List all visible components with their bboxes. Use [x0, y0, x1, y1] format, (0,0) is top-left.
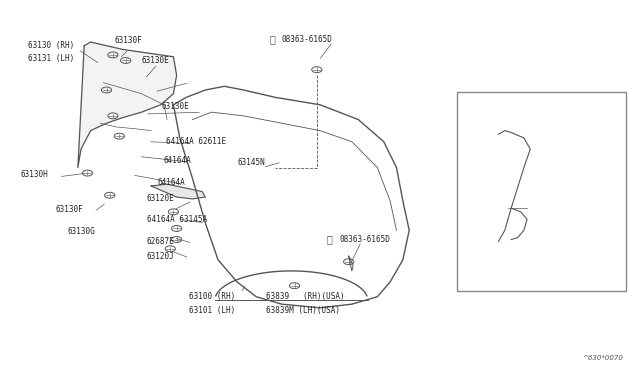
- Text: 63830 (RH): 63830 (RH): [465, 143, 511, 152]
- Text: 63130E: 63130E: [162, 102, 189, 111]
- Text: 63130F: 63130F: [56, 205, 83, 215]
- Text: 63839M (LH)(USA): 63839M (LH)(USA): [266, 306, 340, 315]
- Text: 64164A 63145A: 64164A 63145A: [147, 215, 207, 224]
- FancyBboxPatch shape: [457, 92, 626, 291]
- Text: 63145N: 63145N: [237, 157, 265, 167]
- Text: ^630*0070: ^630*0070: [582, 355, 623, 361]
- Text: 63120J: 63120J: [147, 252, 175, 262]
- Text: 63130H: 63130H: [20, 170, 48, 179]
- Text: 63130F: 63130F: [115, 36, 143, 45]
- Text: 62687E: 62687E: [147, 237, 175, 246]
- Text: 63120E: 63120E: [147, 195, 175, 203]
- Text: Ⓢ: Ⓢ: [326, 234, 333, 244]
- Polygon shape: [151, 184, 205, 199]
- Polygon shape: [78, 42, 177, 167]
- Text: 08363-6165D: 08363-6165D: [339, 235, 390, 244]
- Text: 63130 (RH): 63130 (RH): [28, 41, 74, 50]
- Text: 63131 (LH): 63131 (LH): [28, 54, 74, 63]
- Text: 64164A: 64164A: [157, 178, 185, 187]
- Text: 64164A: 64164A: [164, 155, 191, 165]
- Text: 63101 (LH): 63101 (LH): [189, 306, 236, 315]
- Text: 63130G: 63130G: [67, 227, 95, 235]
- Text: 63130E: 63130E: [141, 56, 170, 65]
- Text: 63839   (RH)(USA): 63839 (RH)(USA): [266, 292, 344, 301]
- Text: 63100 (RH): 63100 (RH): [189, 292, 236, 301]
- Text: 64164A 62611E: 64164A 62611E: [166, 137, 226, 146]
- Text: Ⓢ: Ⓢ: [269, 34, 275, 44]
- Text: 08363-6165D: 08363-6165D: [282, 35, 333, 44]
- Text: 63831 (LH): 63831 (LH): [465, 157, 511, 167]
